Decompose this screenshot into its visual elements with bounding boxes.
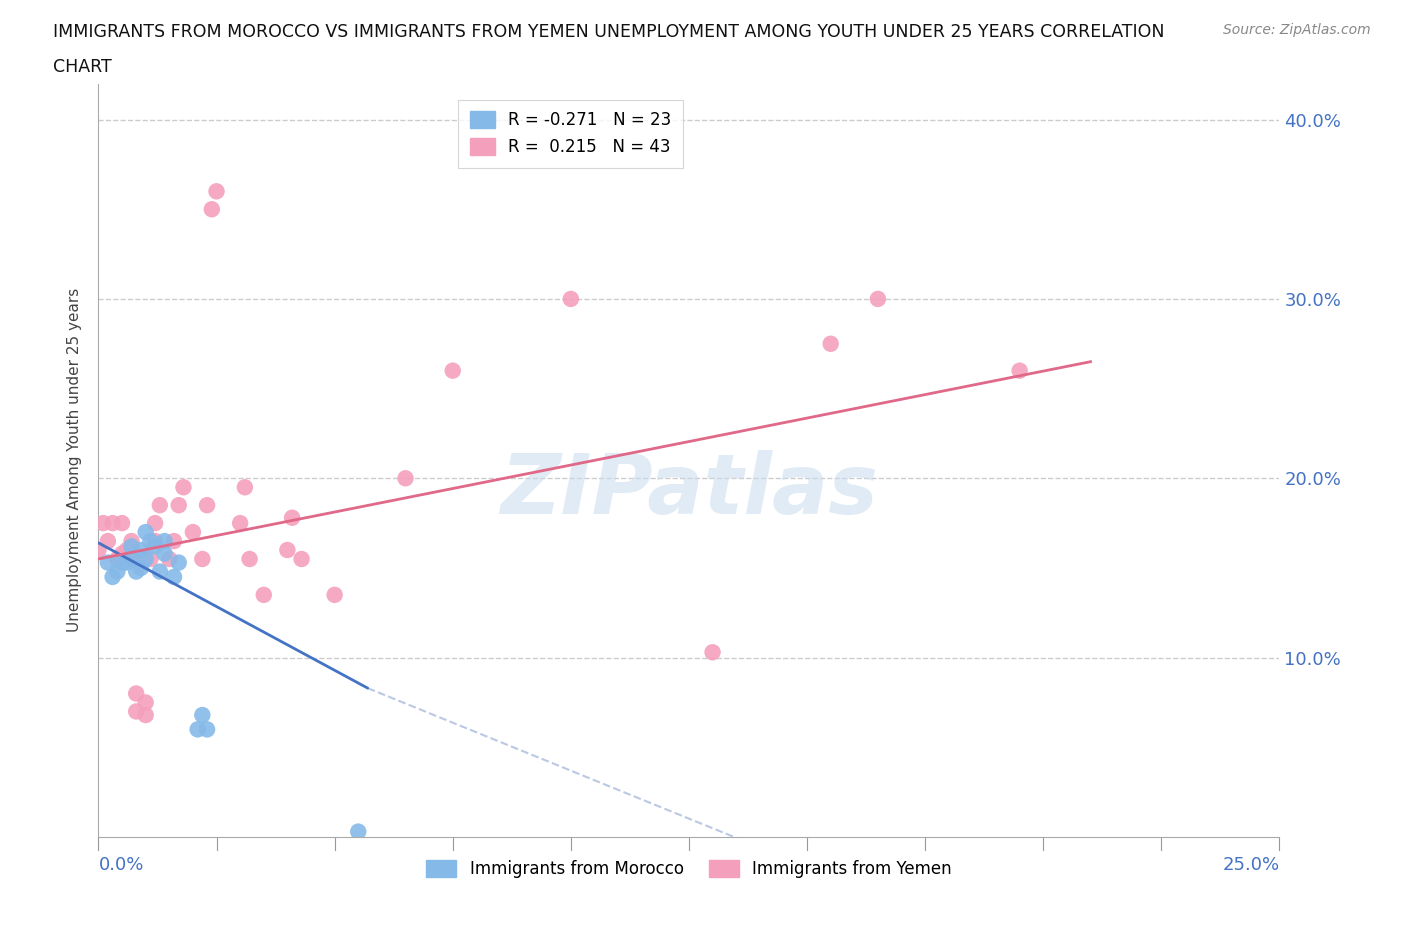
Point: [129, 561, 152, 576]
Point: [139, 534, 162, 549]
Point: [205, 184, 228, 199]
Point: [157, 551, 180, 566]
Point: [91, 515, 114, 530]
Point: [195, 498, 218, 512]
Point: [276, 542, 298, 557]
Point: [115, 555, 138, 570]
Text: Source: ZipAtlas.com: Source: ZipAtlas.com: [1223, 23, 1371, 37]
Point: [233, 480, 256, 495]
Point: [111, 515, 134, 530]
Point: [441, 364, 464, 379]
Point: [239, 551, 262, 566]
Text: 0.0%: 0.0%: [98, 856, 143, 874]
Point: [105, 551, 128, 566]
Point: [105, 565, 128, 579]
Point: [143, 534, 166, 549]
Point: [87, 542, 110, 557]
Y-axis label: Unemployment Among Youth under 25 years: Unemployment Among Youth under 25 years: [67, 288, 83, 632]
Point: [290, 551, 312, 566]
Point: [187, 722, 209, 737]
Point: [135, 708, 157, 723]
Text: CHART: CHART: [53, 58, 112, 75]
Point: [135, 551, 157, 566]
Text: 25.0%: 25.0%: [1222, 856, 1279, 874]
Point: [201, 202, 224, 217]
Point: [135, 525, 157, 539]
Point: [125, 565, 148, 579]
Point: [191, 551, 214, 566]
Point: [167, 498, 190, 512]
Legend: Immigrants from Morocco, Immigrants from Yemen: Immigrants from Morocco, Immigrants from…: [419, 854, 959, 885]
Point: [195, 722, 218, 737]
Point: [129, 551, 152, 566]
Point: [163, 534, 186, 549]
Point: [149, 498, 172, 512]
Point: [866, 291, 889, 306]
Point: [135, 695, 157, 710]
Point: [167, 555, 190, 570]
Point: [139, 551, 162, 566]
Point: [111, 546, 134, 561]
Point: [153, 534, 176, 549]
Point: [111, 555, 134, 570]
Point: [153, 546, 176, 561]
Point: [101, 515, 124, 530]
Text: IMMIGRANTS FROM MOROCCO VS IMMIGRANTS FROM YEMEN UNEMPLOYMENT AMONG YOUTH UNDER : IMMIGRANTS FROM MOROCCO VS IMMIGRANTS FR…: [53, 23, 1166, 41]
Point: [820, 337, 842, 352]
Point: [115, 542, 138, 557]
Point: [121, 534, 143, 549]
Point: [121, 551, 143, 566]
Point: [191, 708, 214, 723]
Point: [560, 291, 582, 306]
Point: [149, 565, 172, 579]
Point: [97, 534, 120, 549]
Point: [281, 511, 304, 525]
Point: [125, 686, 148, 701]
Point: [347, 824, 370, 839]
Point: [229, 515, 252, 530]
Point: [172, 480, 194, 495]
Point: [394, 471, 416, 485]
Point: [121, 551, 143, 566]
Point: [101, 569, 124, 584]
Point: [129, 542, 152, 557]
Point: [323, 588, 346, 603]
Point: [253, 588, 276, 603]
Point: [702, 644, 724, 659]
Point: [121, 539, 143, 554]
Point: [97, 555, 120, 570]
Point: [143, 539, 166, 554]
Point: [1008, 364, 1031, 379]
Text: ZIPatlas: ZIPatlas: [501, 450, 877, 531]
Point: [143, 515, 166, 530]
Point: [181, 525, 204, 539]
Point: [125, 704, 148, 719]
Point: [163, 569, 186, 584]
